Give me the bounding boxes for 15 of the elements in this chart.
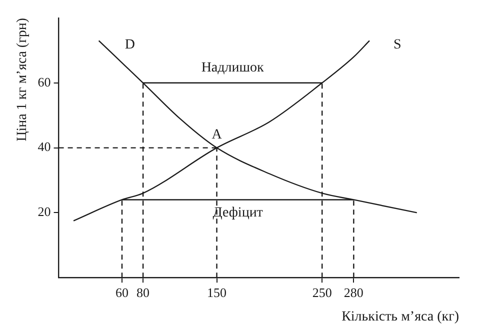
y-axis-title: Ціна 1 кг м’яса (грн)	[15, 18, 30, 142]
x-tick-label: 150	[207, 284, 227, 300]
series-label: Дефіцит	[212, 205, 263, 220]
y-tick-label: 40	[38, 139, 51, 154]
x-tick-label: 80	[136, 284, 150, 300]
x-tick-label: 280	[344, 284, 364, 300]
y-tick-label: 20	[38, 204, 51, 220]
x-axis-title: Кількість м’яса (кг)	[342, 309, 460, 324]
annotation: A	[212, 127, 223, 142]
x-tick-label: 250	[312, 284, 332, 300]
series-label: S	[393, 37, 402, 52]
series-label: D	[124, 37, 135, 52]
x-tick-label: 60	[115, 284, 128, 300]
y-tick-label: 60	[38, 74, 51, 90]
series-label: Надлишок	[201, 60, 264, 76]
